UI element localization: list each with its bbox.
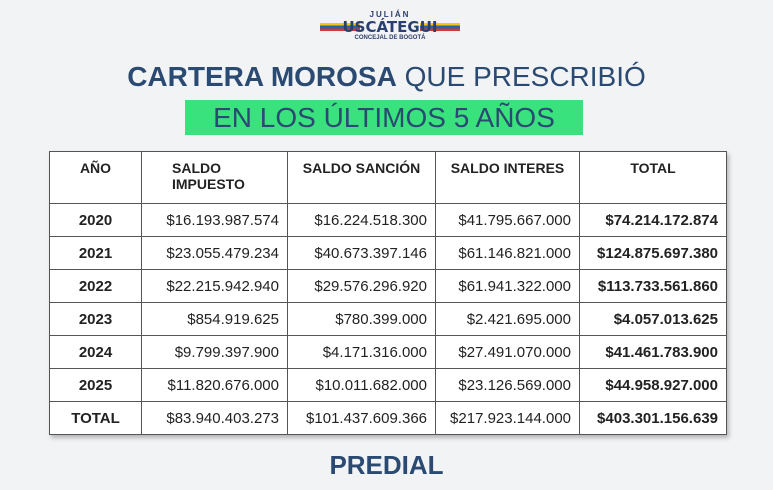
title-bold: CARTERA MOROSA [127,61,397,92]
column-header: TOTAL [579,151,727,204]
table-row: 2024 $9.799.397.900 $4.171.316.000 $27.491.… [49,335,727,369]
value-cell: $2.421.695.000 [435,302,580,336]
table-row: 2025 $11.820.676.000 $10.011.682.000 $23.12… [49,368,727,402]
table-row: TOTAL $83.940.403.273 $101.437.609.366 $217… [49,401,727,435]
logo-last-name: USCÁTEGUI [342,18,438,36]
value-cell: $41.461.783.900 [579,335,727,369]
value-cell: $124.875.697.380 [579,236,727,270]
value-cell: $11.820.676.000 [141,368,288,402]
value-cell: $4.171.316.000 [287,335,436,369]
logo-subtitle: CONCEJAL DE BOGOTÁ [354,35,426,41]
title-rest: QUE PRESCRIBIÓ [404,61,646,92]
year-cell: 2020 [49,203,142,237]
year-cell: 2025 [49,368,142,402]
year-cell: 2023 [49,302,142,336]
year-cell: 2024 [49,335,142,369]
value-cell: $16.224.518.300 [287,203,436,237]
column-header: SALDO INTERES [435,151,580,204]
value-cell: $61.941.322.000 [435,269,580,303]
value-cell: $41.795.667.000 [435,203,580,237]
value-cell: $16.193.987.574 [141,203,288,237]
value-cell: $23.055.479.234 [141,236,288,270]
table-row: 2022 $22.215.942.940 $29.576.296.920 $61.94… [49,269,727,303]
value-cell: $83.940.403.273 [141,401,288,435]
title-line-1: CARTERA MOROSA QUE PRESCRIBIÓ [0,60,773,94]
value-cell: $22.215.942.940 [141,269,288,303]
title-line-2: EN LOS ÚLTIMOS 5 AÑOS [185,100,583,135]
value-cell: $854.919.625 [141,302,288,336]
value-cell: $4.057.013.625 [579,302,727,336]
column-header: AÑO [49,151,142,204]
table-row: 2020 $16.193.987.574 $16.224.518.300 $41.79… [49,203,727,237]
value-cell: $44.958.927.000 [579,368,727,402]
logo-first-name: JULIÁN [369,10,411,19]
table-row: 2023 $854.919.625 $780.399.000 $2.421.695.0… [49,302,727,336]
value-cell: $780.399.000 [287,302,436,336]
value-cell: $23.126.569.000 [435,368,580,402]
value-cell: $10.011.682.000 [287,368,436,402]
value-cell: $9.799.397.900 [141,335,288,369]
value-cell: $27.491.070.000 [435,335,580,369]
footer-label: PREDIAL [329,450,444,480]
year-cell: TOTAL [49,401,142,435]
value-cell: $101.437.609.366 [287,401,436,435]
flag-stripe-right [420,23,460,31]
value-cell: $61.146.821.000 [435,236,580,270]
value-cell: $217.923.144.000 [435,401,580,435]
value-cell: $40.673.397.146 [287,236,436,270]
data-table: AÑO SALDO IMPUESTO SALDO SANCIÓN SALDO INTE… [49,151,727,435]
year-cell: 2022 [49,269,142,303]
value-cell: $403.301.156.639 [579,401,727,435]
value-cell: $113.733.561.860 [579,269,727,303]
table-row: 2021 $23.055.479.234 $40.673.397.146 $61.14… [49,236,727,270]
column-header: SALDO SANCIÓN [287,151,436,204]
logo: JULIÁN USCÁTEGUI CONCEJAL DE BOGOTÁ [320,10,460,41]
column-header: SALDO IMPUESTO [141,151,288,204]
flag-stripe-left [320,23,360,31]
value-cell: $29.576.296.920 [287,269,436,303]
header-row: AÑO SALDO IMPUESTO SALDO SANCIÓN SALDO INTE… [49,151,727,204]
value-cell: $74.214.172.874 [579,203,727,237]
year-cell: 2021 [49,236,142,270]
